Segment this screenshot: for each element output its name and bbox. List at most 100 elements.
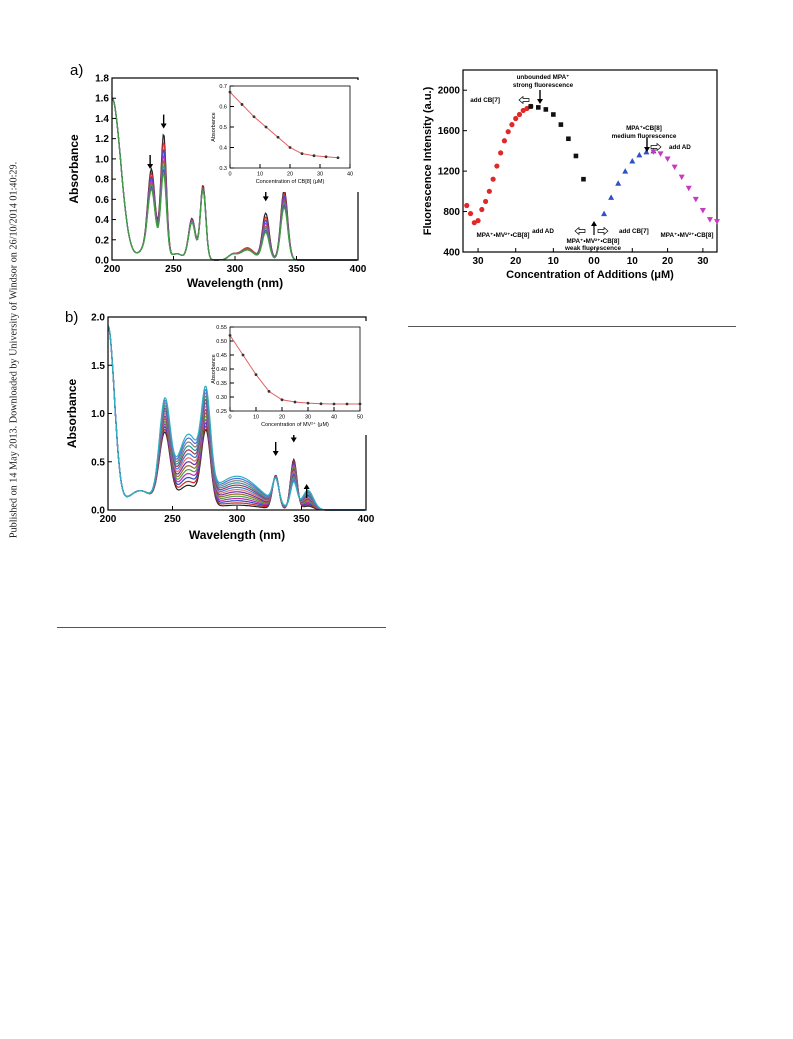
inset-x-axis-label: Concentration of CB[8] (μM): [256, 179, 325, 185]
annotation-weak-arrow-head: [591, 221, 597, 226]
y-tick-label: 0.6: [219, 104, 227, 110]
y-tick-label: 1600: [438, 126, 461, 137]
x-tick-label: 30: [317, 172, 323, 178]
inset-x-axis-label: Concentration of MV²⁺ (μM): [261, 421, 329, 428]
annotation-add-ad-right-arrow: [650, 142, 662, 152]
inset-point: [267, 390, 271, 393]
annotation-left-bottom: MPA⁺•MV²⁺•CB[8]: [477, 232, 530, 239]
point-series-3: [678, 174, 685, 181]
chart-b: b)200 250 300 350 4000.00.51.01.52.0Waveleng…: [65, 309, 376, 542]
y-tick-label: 0.55: [216, 325, 227, 331]
publication-text: Published on 14 May 2013. Downloaded by …: [8, 161, 20, 539]
y-tick-label: 0.40: [216, 367, 227, 373]
inset-point: [324, 155, 328, 159]
x-tick-label: 250: [165, 264, 182, 275]
arrow-2: [303, 483, 310, 498]
x-tick-label: 300: [229, 514, 246, 525]
inset-point: [252, 115, 256, 119]
inset-point: [276, 135, 280, 139]
y-tick-label: 0.6: [95, 195, 109, 206]
inset-point: [312, 154, 316, 158]
annotation-add-cb7-right-arrow: [597, 226, 609, 236]
y-tick-label: 0.35: [216, 381, 227, 387]
annotation-weak-line1: MPA⁺•MV²⁺•CB[8]: [567, 238, 620, 245]
inset-point: [336, 156, 340, 160]
inset-point: [280, 398, 284, 402]
point-series-1: [551, 112, 556, 117]
inset-point: [241, 353, 245, 357]
inset-point: [300, 152, 304, 156]
x-tick-label: 10: [253, 415, 259, 421]
point-series-0: [498, 150, 504, 156]
annotation-right-bottom: MPA⁺•MV²⁺•CB[8]: [661, 232, 714, 239]
annotation-add-cb7-left: add CB[7]: [470, 97, 500, 104]
point-series-1: [543, 107, 549, 112]
point-series-1: [558, 122, 564, 127]
arrow-1: [160, 114, 167, 129]
x-tick-label: 200: [104, 264, 121, 275]
point-series-0: [494, 163, 500, 169]
x-tick-label: 300: [227, 264, 244, 275]
annotation-unbound-arrow: [537, 90, 543, 104]
y-axis-label: Absorbance: [65, 379, 79, 449]
y-tick-label: 1200: [438, 167, 461, 178]
point-series-3: [706, 217, 713, 223]
point-series-0: [505, 129, 511, 135]
y-tick-label: 0.0: [91, 506, 105, 517]
point-series-0: [513, 115, 519, 122]
x-tick-label: 40: [347, 172, 353, 178]
point-series-1: [573, 153, 579, 159]
inset-b: 0 10 20 30 40 50 0.25 0.30 0.35 0.40 0.45 0.50 0.55 C…: [211, 321, 376, 435]
x-tick-label: 10: [627, 256, 639, 267]
point-series-3: [699, 208, 706, 214]
x-tick-label: 20: [662, 256, 674, 267]
x-tick-label: 350: [288, 264, 305, 275]
y-tick-label: 1.0: [95, 154, 109, 165]
y-tick-label: 1.0: [91, 409, 105, 420]
y-tick-label: 0.3: [219, 166, 227, 172]
point-series-2: [615, 180, 622, 186]
y-tick-label: 2000: [438, 86, 461, 97]
point-series-1: [535, 105, 541, 110]
panel-label-a: a): [70, 62, 83, 79]
point-series-2: [608, 194, 615, 200]
y-tick-label: 1.6: [95, 94, 109, 105]
y-tick-label: 0.2: [95, 235, 109, 246]
arrow-0: [147, 155, 154, 169]
inset-point: [254, 373, 258, 376]
inset-point: [228, 334, 232, 337]
annotation-add-cb7-right: add CB[7]: [619, 228, 649, 235]
x-tick-label: 20: [279, 415, 285, 421]
point-series-0: [486, 188, 492, 194]
point-series-0: [509, 122, 515, 128]
y-tick-label: 0.8: [95, 175, 109, 186]
inset-point: [319, 402, 323, 406]
x-tick-label: 10: [548, 256, 560, 267]
x-axis-label: Wavelength (nm): [187, 276, 283, 290]
y-tick-label: 0.0: [95, 256, 109, 267]
inset-a: 0 10 20 30 40 0.3 0.4 0.5 0.6 0.7 Concentration of…: [211, 80, 366, 192]
annotation-mpa-cb8-arrow: [644, 138, 650, 152]
point-series-1: [528, 104, 534, 109]
point-series-0: [482, 198, 489, 205]
inset-y-axis-label: Absorbance: [211, 354, 217, 383]
point-series-0: [464, 202, 470, 209]
inset-point: [332, 402, 336, 406]
point-series-0: [501, 138, 508, 144]
point-series-3: [664, 156, 671, 162]
point-series-2: [636, 151, 643, 158]
y-tick-label: 0.45: [216, 353, 227, 359]
inset-y-axis-label: Absorbance: [211, 112, 217, 141]
point-series-3: [657, 151, 664, 157]
inset-point: [288, 146, 292, 149]
point-series-3: [714, 219, 720, 225]
inset-background: [218, 321, 376, 435]
x-tick-label: 0: [594, 256, 600, 267]
y-tick-label: 0.25: [216, 409, 227, 415]
x-tick-label: 400: [358, 514, 375, 525]
point-series-0: [516, 111, 523, 118]
chart-a: a)200 250 300 350 4000.00.20.40.60.81.01.21.…: [67, 62, 367, 290]
x-axis-label: Concentration of Additions (μM): [506, 269, 674, 281]
spectrum-line-13: [107, 325, 365, 511]
y-tick-label: 0.4: [219, 145, 227, 151]
